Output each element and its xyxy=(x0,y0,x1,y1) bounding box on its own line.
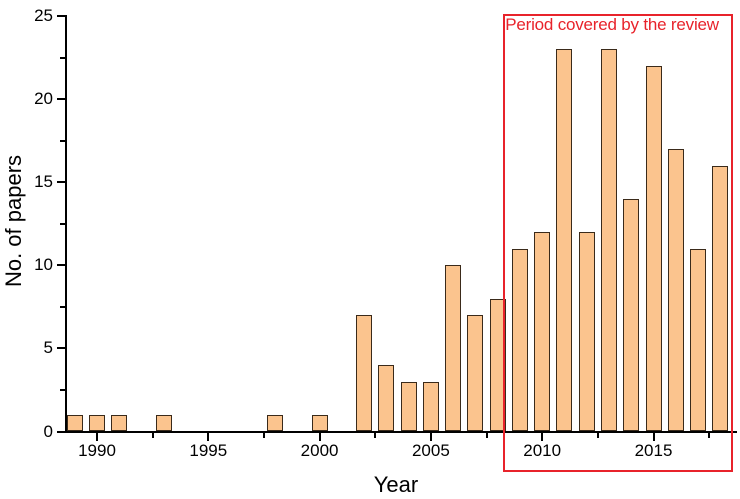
y-axis-tick-label: 0 xyxy=(43,421,53,441)
bar-2004 xyxy=(400,381,417,432)
x-axis-major-tick xyxy=(318,432,321,441)
bar-1990 xyxy=(89,414,105,432)
bar-1998 xyxy=(267,414,284,432)
y-axis-minor-tick xyxy=(60,139,65,142)
y-axis-major-tick xyxy=(57,15,65,17)
y-axis-minor-tick xyxy=(60,56,65,59)
x-axis-minor-tick xyxy=(374,432,377,438)
y-axis-tick-label: 25 xyxy=(34,6,53,25)
y-axis-tick-label: 15 xyxy=(34,172,53,192)
x-axis-major-tick xyxy=(207,432,210,441)
review-period-annotation-label: Period covered by the review xyxy=(505,14,719,34)
x-axis-minor-tick xyxy=(485,432,488,438)
bar-1989 xyxy=(66,414,83,432)
y-axis-minor-tick xyxy=(60,305,65,308)
x-axis-minor-tick xyxy=(262,432,265,438)
y-axis-major-tick xyxy=(57,181,65,184)
x-axis-tick-label: 1990 xyxy=(78,441,116,460)
y-axis-minor-tick xyxy=(60,222,65,225)
review-period-annotation-box xyxy=(503,13,733,473)
bar-2007 xyxy=(467,315,484,432)
x-axis-title: Year xyxy=(373,472,419,497)
bar-2003 xyxy=(378,365,395,432)
x-axis-major-tick xyxy=(96,432,98,441)
x-axis-minor-tick xyxy=(708,432,711,438)
x-axis-tick-label: 2010 xyxy=(523,441,562,460)
y-axis-title: No. of papers xyxy=(1,154,26,288)
x-axis-minor-tick xyxy=(151,432,154,438)
bar-1993 xyxy=(155,414,172,432)
bar-2005 xyxy=(422,381,439,432)
x-axis-major-tick xyxy=(429,432,432,441)
y-axis-major-tick xyxy=(57,264,65,267)
bar-2006 xyxy=(445,265,462,432)
y-axis-minor-tick xyxy=(60,388,65,391)
x-axis-minor-tick xyxy=(596,432,599,438)
y-axis-tick-label: 5 xyxy=(43,338,53,358)
x-axis-major-tick xyxy=(652,432,655,441)
x-axis-tick-label: 1995 xyxy=(189,441,228,460)
bar-1991 xyxy=(111,414,128,432)
bar-2002 xyxy=(356,315,373,432)
y-axis-major-tick xyxy=(57,347,65,350)
bar-2000 xyxy=(311,414,328,432)
y-axis-line xyxy=(65,15,67,433)
y-axis-tick-label: 20 xyxy=(34,89,53,109)
x-axis-tick-label: 2015 xyxy=(634,441,673,460)
y-axis-major-tick xyxy=(57,430,65,433)
x-axis-tick-label: 2005 xyxy=(411,441,450,460)
y-axis-tick-label: 10 xyxy=(34,255,53,275)
x-axis-line xyxy=(65,430,737,433)
x-axis-tick-label: 2000 xyxy=(300,441,339,460)
y-axis-major-tick xyxy=(57,98,65,101)
x-axis-major-tick xyxy=(541,432,544,441)
